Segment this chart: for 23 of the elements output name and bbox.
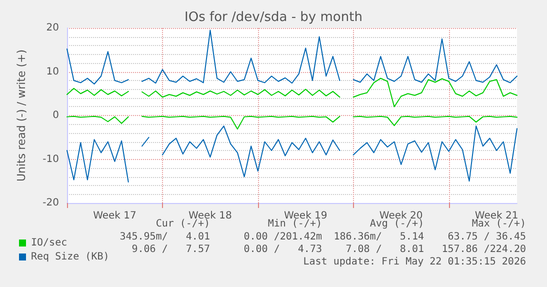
text: 345.95m/ 4.01 [120, 232, 210, 242]
text: Min (-/+) [268, 218, 322, 230]
text: 9.06 / 7.57 [132, 244, 210, 255]
text: 7.08 / 8.01 [346, 244, 424, 255]
y-axis-title: Units read (-) / write (+) [15, 49, 28, 182]
text: 157.86 /224.20 [442, 244, 526, 255]
y-tick-label: -20 [42, 198, 59, 208]
text: Max (-/+) [472, 218, 526, 230]
y-tick-label: 0 [52, 110, 59, 121]
y-tick-label: 10 [46, 66, 59, 78]
text: 0.00 /201.42m [244, 232, 322, 242]
x-tick-label: Week 17 [93, 210, 136, 222]
text: 63.75 / 36.45 [448, 232, 526, 242]
y-tick-label: -10 [42, 154, 59, 165]
text: Last update: Fri May 22 01:35:15 2026 [303, 256, 526, 268]
chart-title: IOs for /dev/sda - by month [184, 10, 362, 25]
y-tick-label: 20 [46, 22, 59, 34]
legend-label: Req Size (KB) [31, 252, 110, 262]
text: 186.36m/ 5.14 [334, 232, 424, 242]
text: 0.00 / 4.73 [244, 244, 322, 255]
text: Avg (-/+) [370, 218, 424, 230]
text: Cur (-/+) [156, 218, 210, 230]
legend-label: IO/sec [31, 238, 68, 248]
